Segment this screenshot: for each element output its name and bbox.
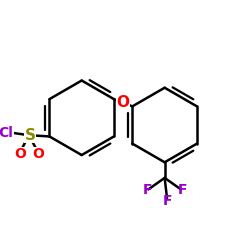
Text: F: F <box>142 184 152 198</box>
Text: O: O <box>32 147 44 161</box>
Text: S: S <box>25 128 36 143</box>
Text: O: O <box>14 147 26 161</box>
Text: F: F <box>178 184 187 198</box>
Text: O: O <box>117 94 130 110</box>
Text: F: F <box>162 194 172 208</box>
Text: Cl: Cl <box>0 126 14 140</box>
